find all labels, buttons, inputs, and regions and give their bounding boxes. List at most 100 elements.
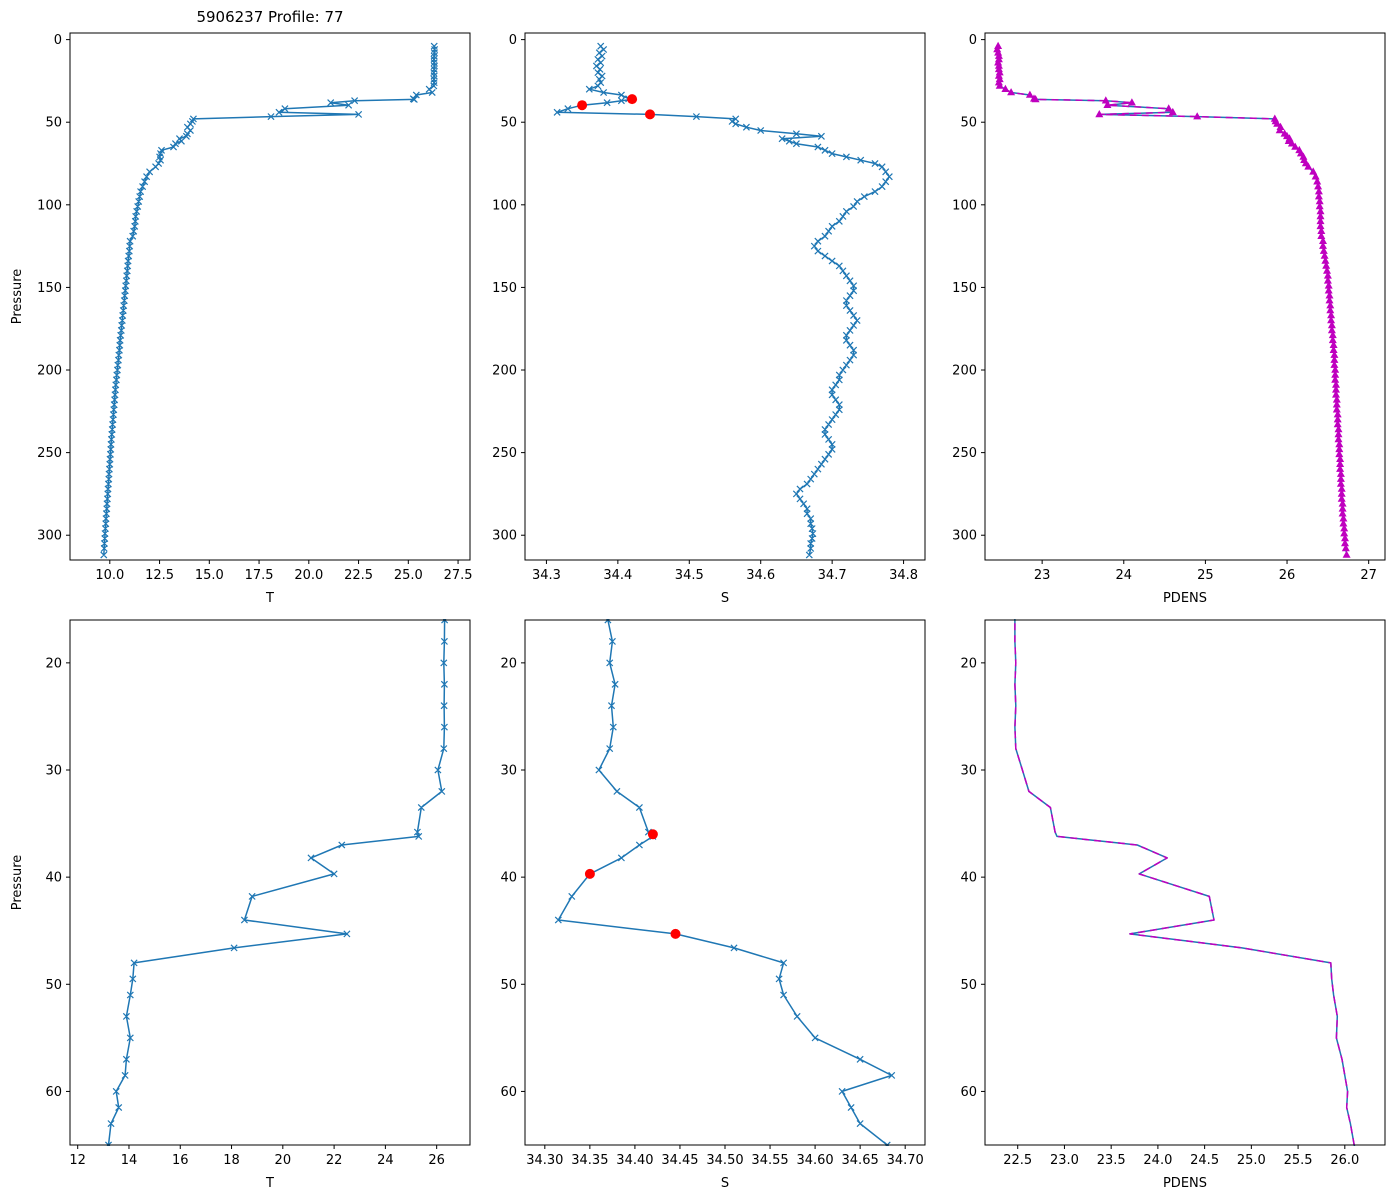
y-tick-label: 60 (960, 1085, 977, 1100)
subplot-pdens-zoom: 22.5 23.0 23.5 24.0 24.5 25.0 25.5 26.0 20 30 40 50… (960, 619, 1386, 1191)
y-tick-label: 150 (492, 281, 517, 296)
axes-frame (524, 619, 926, 1146)
y-tick-label: 250 (37, 446, 62, 461)
x-tick-label: 23 (1034, 568, 1051, 583)
y-tick-label: 40 (500, 871, 517, 886)
subplot-pdens-top: 23 24 25 26 27 0 50 100 150 200 250 300 PDENS (952, 32, 1386, 606)
series-line-pdens (996, 46, 1348, 556)
y-tick-label: 50 (45, 116, 62, 131)
y-tick-label: 0 (54, 33, 62, 48)
x-axis-label: T (265, 591, 274, 606)
subplot-s-top: 34.3 34.4 34.5 34.6 34.7 34.8 0 50 100 150 200 250 3… (492, 32, 926, 606)
y-tick-label: 200 (952, 364, 977, 379)
y-tick-label: 20 (500, 656, 517, 671)
series-markers-triangle-pdens-overlay (993, 41, 1351, 558)
y-tick-label: 30 (960, 764, 977, 779)
x-tick-label: 23.5 (1097, 1153, 1126, 1168)
x-tick-label: 26 (1279, 568, 1296, 583)
y-tick-label: 200 (492, 364, 517, 379)
y-tick-label: 0 (509, 33, 517, 48)
x-tick-label: 34.55 (751, 1153, 788, 1168)
x-tick-label: 27.5 (444, 568, 473, 583)
series-line-salinity (556, 45, 891, 556)
x-tick-label: 16 (172, 1153, 189, 1168)
y-tick-label: 20 (960, 656, 977, 671)
y-tick-label: 100 (952, 198, 977, 213)
x-axis-label: PDENS (1163, 591, 1207, 606)
flagged-point (584, 868, 595, 879)
axes-frame (984, 619, 1386, 1146)
y-tick-label: 50 (45, 978, 62, 993)
x-tick-label: 34.65 (842, 1153, 879, 1168)
x-tick-label: 22.5 (344, 568, 373, 583)
flagged-point (670, 928, 681, 939)
x-tick-label: 22 (326, 1153, 343, 1168)
y-tick-label: 100 (37, 198, 62, 213)
series-line-pdens-overlay (1014, 619, 1356, 1146)
y-tick-label: 0 (969, 33, 977, 48)
y-tick-label: 300 (952, 529, 977, 544)
y-tick-label: 150 (37, 281, 62, 296)
y-tick-label: 200 (37, 364, 62, 379)
y-tick-label: 300 (492, 529, 517, 544)
x-axis-label: S (721, 591, 729, 606)
x-tick-label: 22.5 (1003, 1153, 1032, 1168)
y-tick-label: 50 (500, 978, 517, 993)
axes-frame (524, 32, 926, 561)
x-tick-label: 25.0 (1237, 1153, 1266, 1168)
x-tick-label: 20.0 (294, 568, 323, 583)
y-tick-label: 40 (960, 871, 977, 886)
x-tick-label: 34.6 (746, 568, 775, 583)
x-tick-label: 34.3 (532, 568, 561, 583)
y-tick-label: 100 (492, 198, 517, 213)
subplot-t-top: 10.0 12.5 15.0 17.5 20.0 22.5 25.0 27.5 0 50 100 15… (10, 8, 473, 606)
flagged-point (647, 829, 658, 840)
x-tick-label: 24 (1116, 568, 1133, 583)
y-tick-label: 40 (45, 871, 62, 886)
x-tick-label: 27 (1360, 568, 1377, 583)
series-line-temperature (103, 46, 436, 556)
series-markers-x-temperature (104, 619, 449, 1146)
x-tick-label: 18 (223, 1153, 240, 1168)
flagged-point (627, 94, 638, 105)
figure-title: 5906237 Profile: 77 (196, 8, 343, 26)
subplot-t-zoom: 12 14 16 18 20 22 24 26 20 30 40 50 60 T Pressure (10, 619, 471, 1191)
flagged-point (645, 109, 655, 120)
subplot-s-zoom: 34.30 34.35 34.40 34.45 34.50 34.55 34.60 34.65… (500, 619, 926, 1191)
x-tick-label: 12.5 (145, 568, 174, 583)
flagged-point (577, 100, 588, 111)
y-axis-label: Pressure (10, 855, 25, 911)
x-tick-label: 24 (377, 1153, 394, 1168)
y-tick-label: 150 (952, 281, 977, 296)
x-tick-label: 34.5 (675, 568, 704, 583)
x-axis-label: T (265, 1176, 274, 1191)
series-markers-x-salinity (553, 42, 893, 559)
x-tick-label: 34.50 (706, 1153, 743, 1168)
y-axis-label: Pressure (10, 269, 25, 325)
series-line-pdens-overlay (996, 46, 1348, 556)
series-line-temperature (106, 619, 446, 1146)
y-tick-label: 250 (952, 446, 977, 461)
axes-frame (69, 32, 471, 561)
x-tick-label: 25 (1197, 568, 1214, 583)
x-tick-label: 10.0 (95, 568, 124, 583)
y-tick-label: 50 (960, 116, 977, 131)
x-tick-label: 34.40 (616, 1153, 653, 1168)
x-axis-label: PDENS (1163, 1176, 1207, 1191)
x-tick-label: 34.45 (661, 1153, 698, 1168)
y-tick-label: 300 (37, 529, 62, 544)
y-tick-label: 20 (45, 656, 62, 671)
x-tick-label: 34.8 (889, 568, 918, 583)
y-tick-label: 50 (960, 978, 977, 993)
x-tick-label: 14 (121, 1153, 138, 1168)
x-tick-label: 20 (275, 1153, 292, 1168)
y-tick-label: 30 (500, 764, 517, 779)
x-axis-label: S (721, 1176, 729, 1191)
y-tick-label: 60 (500, 1085, 517, 1100)
y-tick-label: 50 (500, 116, 517, 131)
y-tick-label: 30 (45, 764, 62, 779)
x-tick-label: 26 (428, 1153, 445, 1168)
x-tick-label: 24.0 (1143, 1153, 1172, 1168)
